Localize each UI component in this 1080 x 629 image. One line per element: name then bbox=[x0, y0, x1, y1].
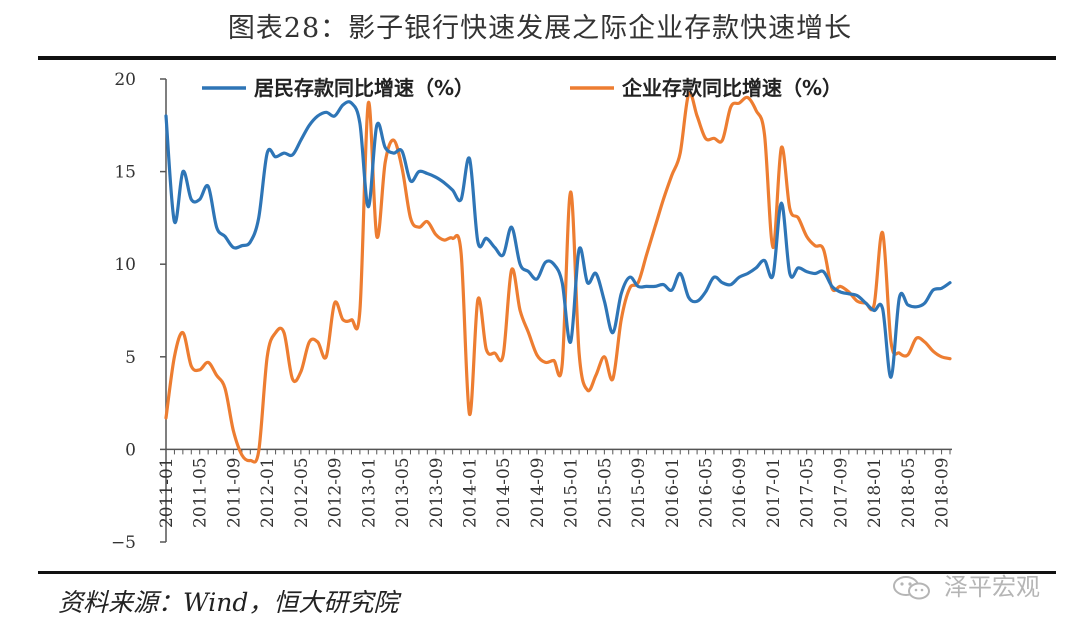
watermark: 泽平宏观 bbox=[892, 567, 1040, 602]
series-line-resident-deposits bbox=[164, 100, 952, 379]
chart-legend: 居民存款同比增速（%） 企业存款同比增速（%） bbox=[202, 76, 842, 100]
x-tick-label: 2018-05 bbox=[899, 457, 919, 528]
x-tick-label: 2017-05 bbox=[798, 457, 818, 528]
x-tick-label: 2015-01 bbox=[562, 457, 582, 528]
legend-label-enterprise: 企业存款同比增速（%） bbox=[621, 76, 842, 100]
x-tick-label: 2014-01 bbox=[460, 457, 480, 528]
x-tick-label: 2012-05 bbox=[292, 457, 312, 528]
y-tick-label: 15 bbox=[114, 163, 136, 183]
x-tick-label: 2011-09 bbox=[224, 457, 244, 528]
x-tick-label: 2011-05 bbox=[191, 457, 211, 528]
source-note: 资料来源：Wind，恒大研究院 bbox=[58, 588, 399, 617]
y-tick-label: 20 bbox=[114, 70, 136, 90]
x-tick-label: 2015-05 bbox=[595, 457, 615, 528]
x-tick-label: 2011-01 bbox=[157, 457, 177, 528]
chart-lines bbox=[164, 91, 952, 464]
x-tick-label: 2013-05 bbox=[393, 457, 413, 528]
x-tick-label: 2016-05 bbox=[697, 457, 717, 528]
x-tick-label: 2016-09 bbox=[730, 457, 750, 528]
y-tick-label: −5 bbox=[111, 533, 136, 553]
legend-label-resident: 居民存款同比增速（%） bbox=[254, 76, 474, 100]
chart-title: 图表28：影子银行快速发展之际企业存款快速增长 bbox=[227, 13, 853, 44]
y-tick-label: 5 bbox=[125, 348, 136, 368]
x-tick-label: 2014-09 bbox=[528, 457, 548, 528]
y-tick-label: 10 bbox=[114, 255, 136, 275]
x-tick-label: 2013-09 bbox=[427, 457, 447, 528]
chart-axes: −5 0 5 10 15 20 2011-01 2011-05 2011-09 2012-01 20… bbox=[111, 70, 953, 553]
x-tick-label: 2014-05 bbox=[494, 457, 514, 528]
bottom-rule bbox=[38, 571, 1056, 574]
x-tick-label: 2016-01 bbox=[663, 457, 683, 528]
x-tick-label: 2017-01 bbox=[764, 457, 784, 528]
watermark-text: 泽平宏观 bbox=[944, 573, 1040, 601]
x-tick-label: 2012-01 bbox=[258, 457, 278, 528]
series-line-enterprise-deposits bbox=[164, 91, 952, 464]
x-tick-label: 2018-09 bbox=[933, 457, 953, 528]
wechat-icon bbox=[893, 576, 931, 600]
top-rule bbox=[38, 56, 1056, 60]
x-tick-label: 2012-09 bbox=[326, 457, 346, 528]
y-tick-label: 0 bbox=[125, 440, 136, 460]
x-tick-label: 2018-01 bbox=[865, 457, 885, 528]
x-tick-label: 2015-09 bbox=[629, 457, 649, 528]
x-tick-label: 2017-09 bbox=[831, 457, 851, 528]
x-tick-label: 2013-01 bbox=[359, 457, 379, 528]
